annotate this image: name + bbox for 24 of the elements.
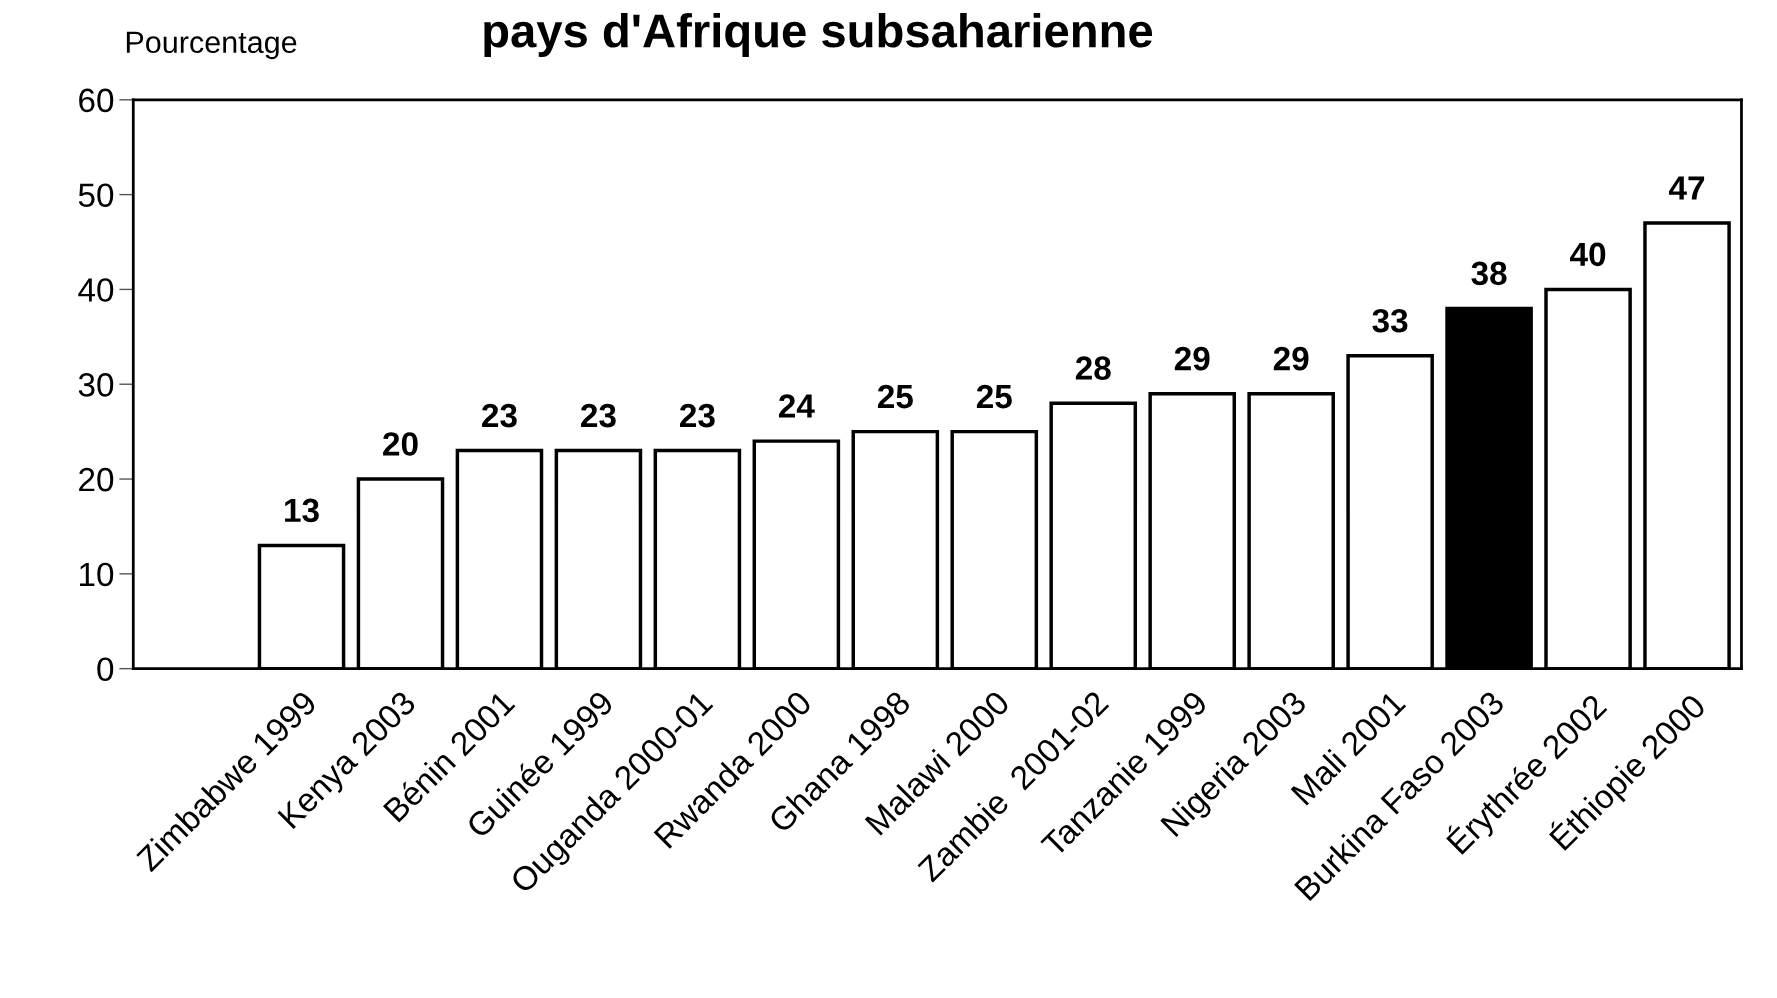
data-label: 38 (1471, 261, 1507, 286)
data-label: 23 (581, 403, 616, 428)
data-label: 13 (285, 498, 319, 523)
data-label: 25 (976, 384, 1012, 409)
y-tick-label: 20 (79, 467, 114, 492)
data-label: 33 (1372, 308, 1408, 333)
data-label: 28 (1075, 356, 1111, 380)
data-label: 29 (1273, 346, 1309, 371)
y-axis-title: Pourcentage (126, 31, 297, 60)
data-label: 23 (680, 403, 715, 428)
y-tick-label: 50 (78, 183, 114, 208)
y-tick-label: 10 (79, 562, 114, 587)
data-label: 23 (482, 403, 517, 428)
data-label: 20 (383, 432, 418, 456)
y-tick-label: 0 (97, 657, 114, 682)
data-label: 47 (1669, 176, 1705, 200)
y-tick-label: 30 (78, 373, 114, 397)
y-tick-label: 60 (79, 88, 114, 113)
data-label: 40 (1570, 242, 1606, 267)
chart-title: pays d'Afrique subsaharienne (484, 12, 1153, 57)
y-tick-label: 40 (78, 278, 114, 302)
data-label: 24 (778, 394, 815, 418)
data-label: 29 (1174, 346, 1210, 371)
data-label: 25 (877, 384, 913, 409)
